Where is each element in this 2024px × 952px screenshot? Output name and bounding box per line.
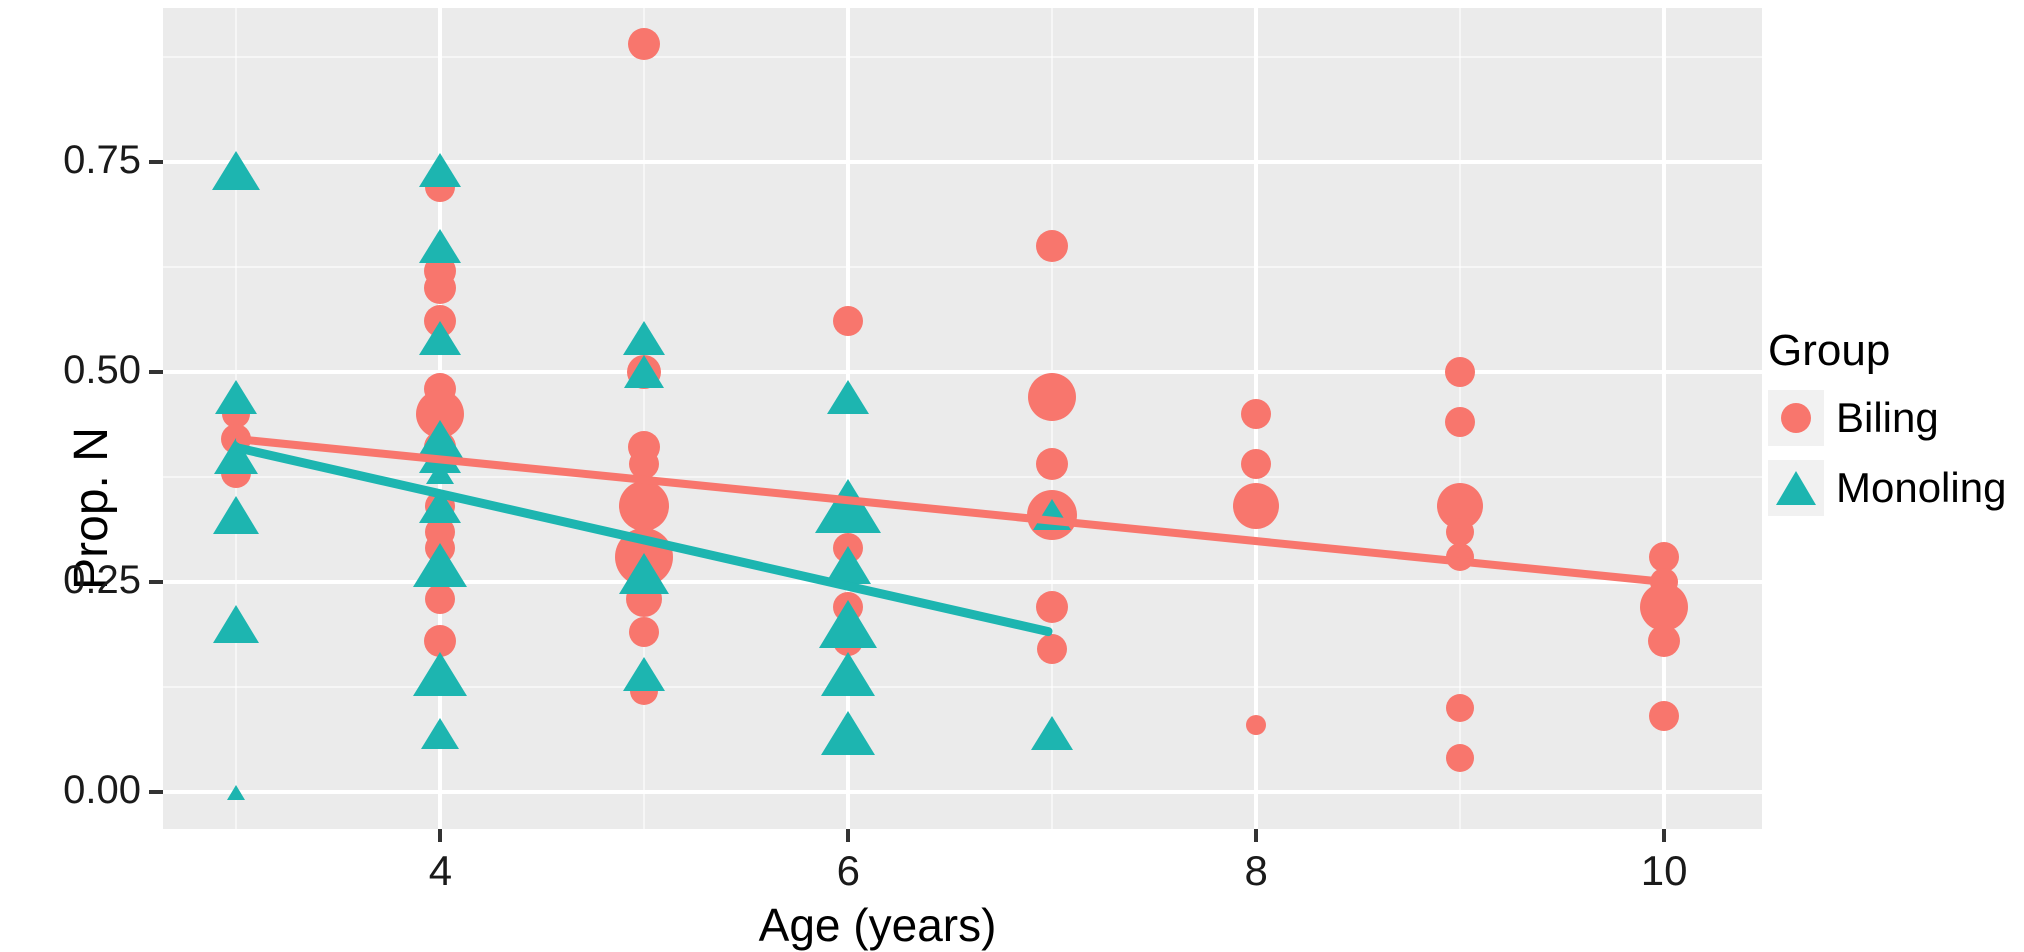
y-minor-gridline [163, 685, 1762, 688]
data-point-biling [628, 28, 661, 61]
data-point-biling [1446, 693, 1475, 722]
x-tick-mark [1662, 829, 1667, 842]
legend: Group Biling Monoling [1768, 326, 2006, 516]
data-point-monoling [827, 380, 870, 415]
y-minor-gridline [163, 265, 1762, 268]
data-point-monoling [619, 553, 670, 595]
x-tick-mark [438, 829, 443, 842]
y-tick-mark [149, 369, 163, 374]
data-point-biling [629, 617, 660, 648]
x-tick-label: 4 [428, 847, 453, 894]
y-tick-mark [149, 579, 163, 584]
x-major-gridline [1662, 8, 1667, 829]
y-tick-mark [149, 790, 163, 795]
x-tick-label: 10 [1640, 847, 1688, 894]
legend-title: Group [1768, 326, 1891, 375]
data-point-monoling [821, 711, 876, 756]
data-point-monoling [821, 652, 876, 697]
data-point-monoling [623, 321, 666, 356]
data-point-biling [1036, 591, 1069, 624]
data-point-monoling [419, 228, 462, 263]
data-point-biling [424, 624, 457, 657]
data-point-monoling [421, 717, 460, 749]
data-point-biling [833, 306, 864, 337]
y-tick-label: 0.50 [63, 347, 141, 392]
data-point-biling [1649, 701, 1680, 732]
data-point-monoling [426, 461, 455, 485]
y-tick-label: 0.75 [63, 137, 141, 182]
data-point-monoling [623, 657, 666, 692]
data-point-biling [1648, 624, 1681, 657]
data-point-biling [1036, 448, 1069, 481]
legend-label-monoling: Monoling [1836, 464, 2007, 511]
y-major-gridline [163, 790, 1762, 795]
y-minor-gridline [163, 55, 1762, 58]
legend-entry-monoling: Monoling [1768, 460, 2006, 516]
data-point-biling [425, 583, 456, 614]
y-major-gridline [163, 159, 1762, 164]
legend-key-box [1768, 390, 1824, 446]
data-point-biling [1241, 449, 1272, 480]
data-point-biling [1640, 583, 1689, 632]
data-point-biling [1445, 407, 1476, 438]
legend-entry-biling: Biling [1768, 390, 2006, 446]
x-tick-label: 8 [1244, 847, 1268, 894]
data-point-monoling [215, 380, 258, 415]
x-tick-mark [1254, 829, 1259, 842]
chart-panel [163, 8, 1762, 829]
y-major-gridline [163, 579, 1762, 584]
data-point-biling [424, 271, 457, 304]
data-point-monoling [819, 599, 878, 648]
data-point-biling [1649, 541, 1680, 572]
x-axis-title: Age (years) [758, 899, 997, 951]
y-tick-label: 0.25 [63, 557, 141, 602]
data-point-monoling [413, 652, 468, 697]
data-point-biling [1445, 356, 1476, 387]
circle-marker-icon [1781, 403, 1811, 433]
data-point-monoling [227, 784, 246, 800]
data-point-monoling [1031, 716, 1074, 751]
data-point-biling [1028, 373, 1077, 422]
data-point-monoling [213, 495, 260, 534]
legend-label-biling: Biling [1836, 394, 1939, 441]
x-tick-label: 6 [836, 847, 860, 894]
y-minor-gridline [163, 475, 1762, 478]
x-major-gridline [846, 8, 851, 829]
data-point-biling [1241, 398, 1272, 429]
y-tick-label: 0.00 [63, 768, 141, 813]
triangle-marker-icon [1776, 471, 1816, 505]
data-point-biling [1037, 634, 1068, 665]
data-point-biling [1446, 744, 1475, 773]
y-major-gridline [163, 369, 1762, 374]
data-point-biling [1446, 517, 1475, 546]
x-minor-gridline [643, 8, 646, 829]
data-point-biling [1233, 483, 1280, 530]
data-point-monoling [212, 150, 261, 190]
data-point-biling [1036, 229, 1069, 262]
data-point-monoling [419, 321, 462, 356]
data-point-monoling [213, 604, 260, 643]
data-point-biling [1246, 714, 1267, 735]
data-point-biling [619, 481, 670, 532]
y-tick-mark [149, 159, 163, 164]
data-point-monoling [419, 153, 462, 188]
data-point-monoling [624, 355, 665, 389]
data-point-monoling [413, 543, 468, 588]
legend-key-box [1768, 460, 1824, 516]
x-tick-mark [846, 829, 851, 842]
